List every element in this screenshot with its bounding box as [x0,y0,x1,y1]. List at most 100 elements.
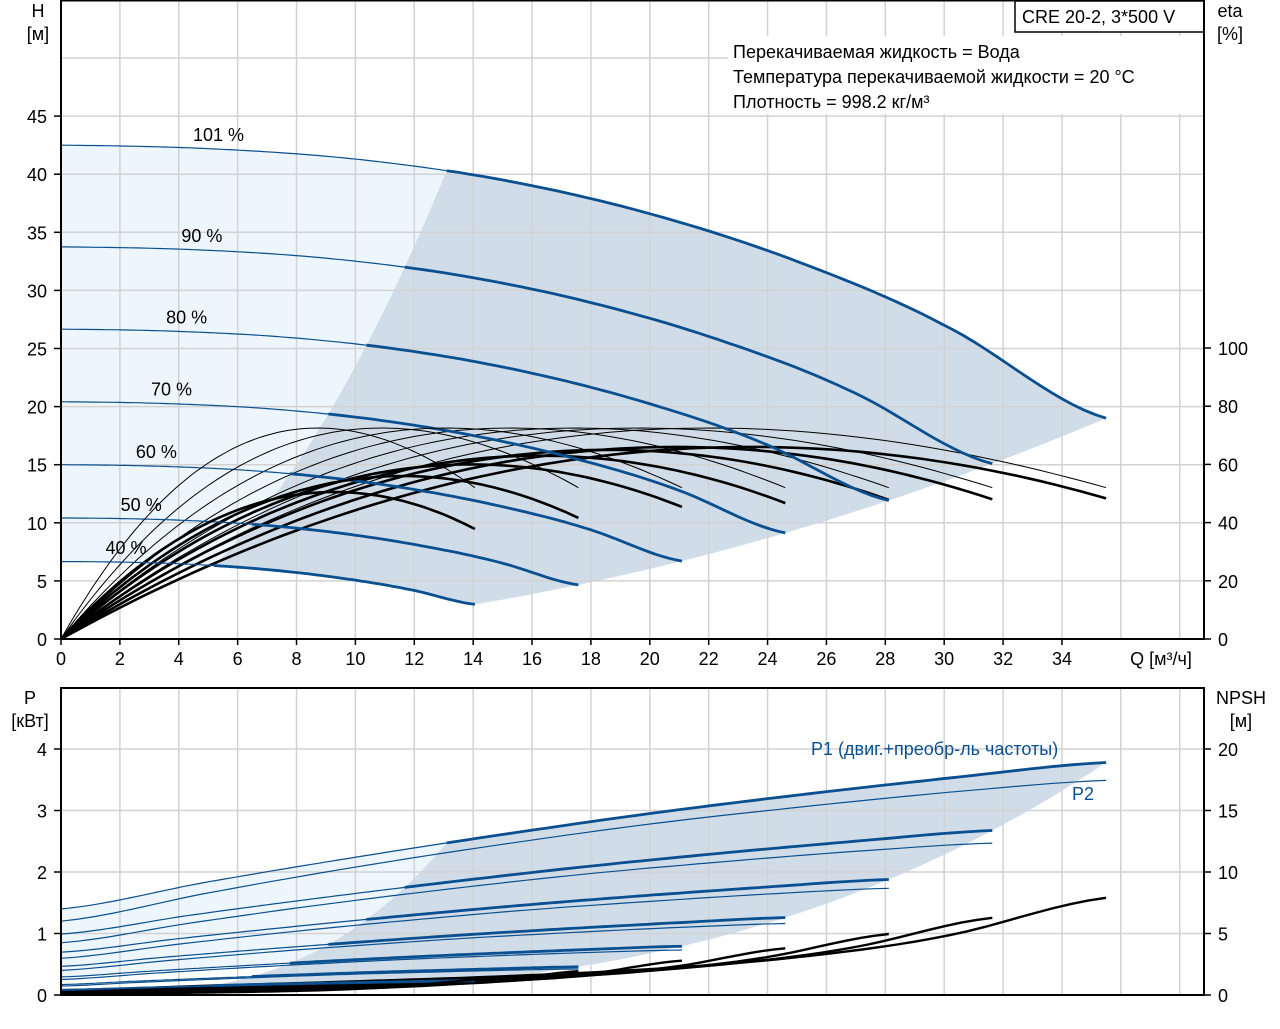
p1-curve [213,979,475,987]
eta-axis-label: eta [1217,1,1243,21]
head-curve [404,265,993,466]
eta-axis-unit: [%] [1217,24,1243,44]
p2-curve [60,842,993,944]
speed-label: 80 % [166,308,207,328]
p2-curve [60,779,1107,922]
p1-curve-extended [60,842,447,910]
p2-curve [60,887,889,959]
speed-label: 50 % [121,495,162,515]
p1-curve-extended [60,962,291,978]
x-tick-label: 34 [1052,649,1072,669]
eta-pump-curve [60,427,993,640]
p-tick-label: 3 [37,802,47,822]
h-tick-label: 30 [27,281,47,301]
p-axis-unit: [кВт] [11,711,49,731]
p1-curve [290,944,682,965]
light-range-fill [61,842,447,977]
x-tick-label: 4 [174,649,184,669]
x-tick-label: 22 [699,649,719,669]
eta-total-curve [60,474,579,640]
h-tick-label: 0 [37,630,47,650]
x-tick-label: 0 [56,649,66,669]
head-curve [213,564,476,606]
x-tick-label: 12 [404,649,424,669]
h-axis-unit: [м] [27,24,49,44]
p2-curve-label: P2 [1072,784,1094,804]
p-tick-label: 0 [37,986,47,1006]
x-tick-label: 28 [875,649,895,669]
model-label: CRE 20-2, 3*500 V [1022,7,1175,27]
head-curve-extended [60,560,214,567]
npsh-curve [61,978,475,996]
h-tick-label: 45 [27,107,47,127]
bottom-curves [60,761,1107,996]
npsh-axis-unit: [м] [1230,711,1252,731]
head-curve [251,522,579,587]
p-tick-label: 4 [37,740,47,760]
eta-total-curve [60,463,683,640]
npsh-tick-label: 20 [1218,740,1238,760]
x-tick-label: 16 [522,649,542,669]
eta-tick-label: 20 [1218,572,1238,592]
p1-curve-label: P1 (двиг.+преобр-ль частоты) [811,739,1058,759]
p1-curve [446,761,1107,845]
p1-curve-extended [60,943,329,967]
p2-curve [60,949,682,981]
eta-pump-curve [60,427,579,640]
p1-curve [328,916,786,946]
npsh-tick-label: 15 [1218,802,1238,822]
speed-label: 40 % [106,538,147,558]
speed-label: 101 % [193,125,244,145]
bottom-grid [61,688,1204,995]
p1-curve-extended [60,984,214,991]
npsh-tick-label: 0 [1218,986,1228,1006]
x-tick-label: 6 [233,649,243,669]
head-curve-extended [61,401,329,415]
operating-range-fill [213,762,1107,986]
x-tick-label: 2 [115,649,125,669]
p1-curve-extended [60,886,405,935]
eta-total-curve [60,490,476,640]
x-tick-label: 20 [640,649,660,669]
light-range-fill [61,145,447,566]
head-curve-extended [61,517,252,525]
head-curve [446,169,1107,420]
p-axis-label: P [24,688,36,708]
head-curve [366,343,890,502]
p-tick-label: 1 [37,925,47,945]
h-tick-label: 25 [27,340,47,360]
p2-curve [60,922,786,971]
npsh-tick-label: 10 [1218,863,1238,883]
info-box-background [728,36,1204,114]
q-axis-label: Q [м³/ч] [1130,649,1192,669]
h-tick-label: 10 [27,514,47,534]
info-line-temperature: Температура перекачиваемой жидкости = 20… [733,67,1135,87]
head-curve [328,412,786,535]
h-tick-label: 35 [27,223,47,243]
x-tick-label: 32 [993,649,1013,669]
p-tick-label: 2 [37,863,47,883]
x-tick-label: 8 [292,649,302,669]
head-curve-extended [61,464,291,475]
top-curves: 101 % 90 % 80 % 70 % 60 % 50 % 40 % [60,125,1107,641]
h-tick-label: 5 [37,572,47,592]
x-tick-label: 10 [345,649,365,669]
x-tick-label: 30 [934,649,954,669]
p1-curve-extended [60,975,252,986]
speed-label: 90 % [181,226,222,246]
head-curve-extended [61,328,367,346]
speed-label: 60 % [136,442,177,462]
x-tick-label: 26 [816,649,836,669]
head-curve [289,472,683,563]
eta-pump-curve [60,427,476,640]
axis-ticks: 0 2 4 6 8 10 12 14 16 18 20 22 24 26 28 30 32 34051015202… [27,107,1248,1006]
eta-tick-label: 100 [1218,339,1248,359]
eta-tick-label: 60 [1218,455,1238,475]
speed-label: 70 % [151,380,192,400]
h-tick-label: 40 [27,165,47,185]
eta-total-curve [60,448,890,641]
npsh-axis-label: NPSH [1216,688,1266,708]
h-axis-label: H [32,1,45,21]
eta-tick-label: 0 [1218,630,1228,650]
